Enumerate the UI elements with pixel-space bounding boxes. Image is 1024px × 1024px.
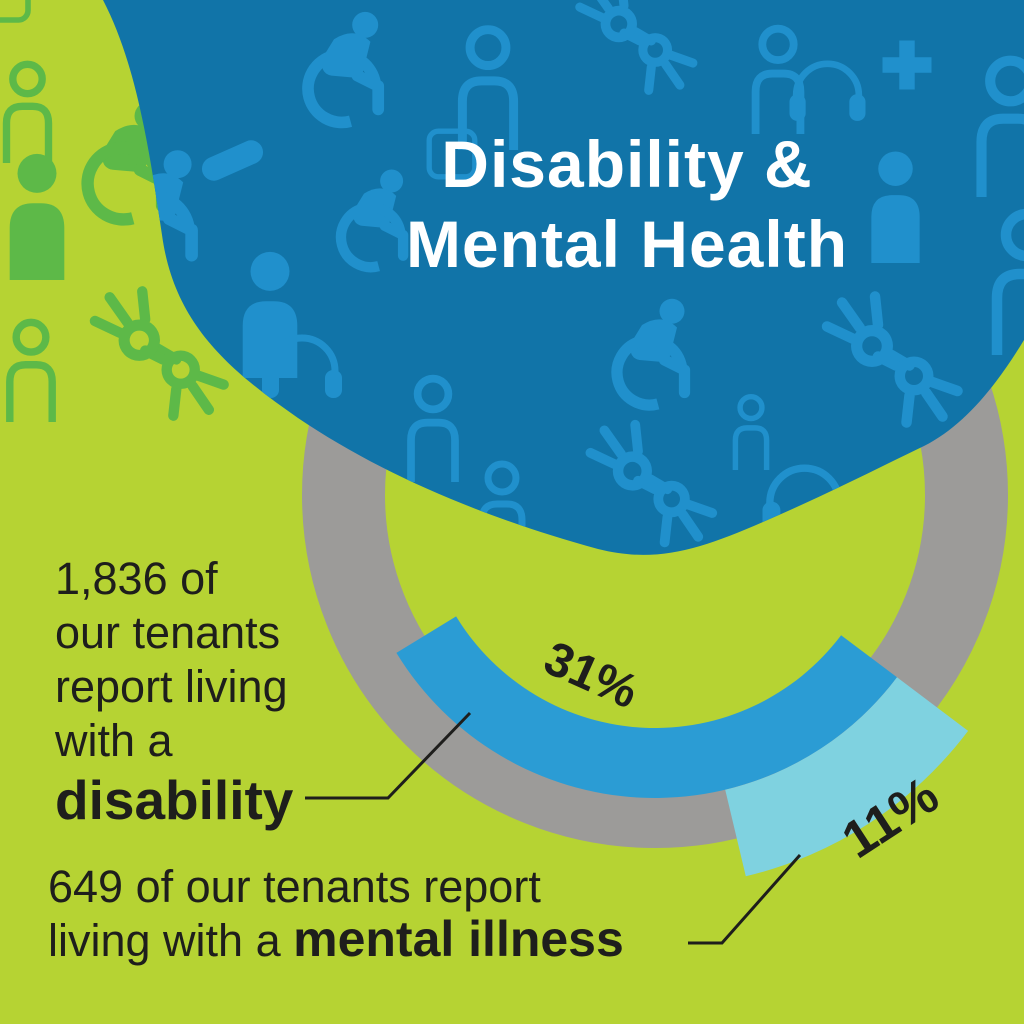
title-line-2: Mental Health	[405, 207, 849, 281]
stat-mental-illness: 649 of our tenants report living with a …	[48, 860, 624, 967]
leader-line-disability	[305, 711, 472, 800]
donut-segment-disability	[396, 616, 897, 798]
donut-segment-mental-illness	[725, 677, 969, 877]
stat-mental-illness-line2: living with a mental illness	[48, 913, 624, 967]
person-filled-icon	[9, 153, 65, 280]
stat-disability: 1,836 of our tenants report living with …	[55, 552, 293, 832]
title-line-1: Disability &	[441, 127, 813, 201]
stat-disability-line: our tenants	[55, 607, 281, 658]
stat-disability-line: 1,836 of	[55, 553, 218, 604]
leader-line-mental-illness	[688, 854, 802, 945]
stat-mental-illness-line1: 649 of our tenants report	[48, 861, 541, 912]
stat-disability-line: with a	[55, 715, 173, 766]
stat-mental-illness-emphasis: mental illness	[293, 911, 624, 967]
stat-mental-illness-prefix: living with a	[48, 915, 294, 966]
donut-segments	[396, 616, 969, 877]
stat-disability-emphasis: disability	[55, 769, 294, 831]
stat-disability-line: report living	[55, 661, 288, 712]
page-title: Disability & Mental Health	[177, 124, 1024, 284]
